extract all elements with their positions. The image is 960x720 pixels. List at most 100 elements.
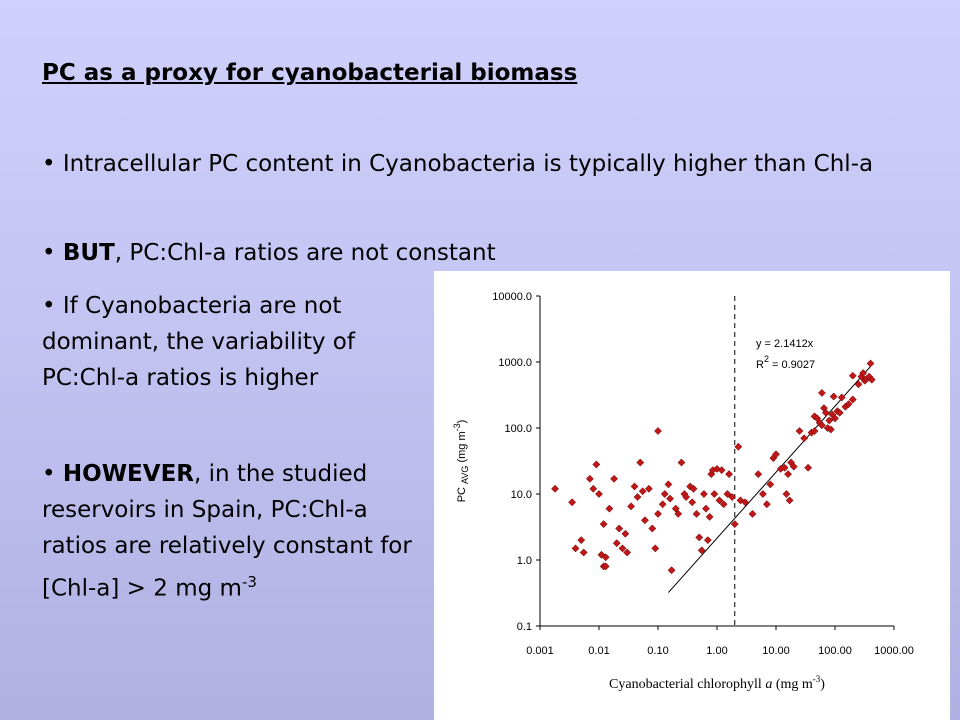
data-point bbox=[621, 529, 630, 538]
bullet-emphasis: BUT bbox=[62, 240, 115, 266]
data-point bbox=[648, 524, 657, 533]
data-point bbox=[595, 490, 603, 498]
data-point bbox=[601, 553, 610, 562]
data-point bbox=[754, 470, 763, 479]
data-point bbox=[723, 490, 732, 498]
data-point bbox=[826, 425, 835, 434]
data-point bbox=[837, 393, 846, 402]
data-point bbox=[825, 416, 834, 425]
y-tick-label: 10000.0 bbox=[492, 291, 532, 303]
data-point bbox=[592, 460, 601, 469]
x-tick-label: 1.00 bbox=[706, 645, 727, 657]
bullet-marker: • bbox=[42, 240, 56, 266]
r2-label: R2 = 0.9027 bbox=[756, 354, 815, 371]
x-tick-label: 0.10 bbox=[647, 645, 668, 657]
data-point bbox=[654, 509, 662, 518]
data-point bbox=[854, 380, 863, 389]
x-tick-label: 0.001 bbox=[526, 645, 554, 657]
data-point bbox=[577, 536, 586, 545]
data-point bbox=[817, 421, 826, 430]
data-point bbox=[610, 474, 619, 483]
x-tick-label: 100.00 bbox=[818, 645, 852, 657]
data-point bbox=[741, 498, 750, 507]
data-point bbox=[859, 369, 868, 378]
data-point bbox=[730, 520, 739, 529]
data-point bbox=[717, 466, 726, 475]
data-point bbox=[782, 490, 791, 498]
y-tick-label: 100.0 bbox=[504, 423, 532, 435]
data-point bbox=[667, 566, 676, 575]
data-point bbox=[772, 450, 780, 459]
data-point bbox=[636, 458, 645, 467]
data-point bbox=[848, 371, 857, 380]
data-point bbox=[725, 470, 733, 479]
data-point bbox=[844, 400, 853, 409]
data-point bbox=[780, 463, 789, 472]
data-point bbox=[695, 533, 704, 542]
data-point bbox=[579, 548, 588, 557]
data-point bbox=[599, 520, 608, 529]
regression-line bbox=[668, 366, 871, 593]
bullet-ratios-not-constant: • BUT, PC:Chl-a ratios are not constant bbox=[42, 237, 922, 269]
bullet-variability: • If Cyanobacteria are not dominant, the… bbox=[42, 288, 422, 396]
data-point bbox=[748, 509, 757, 518]
x-tick-label: 1000.00 bbox=[874, 645, 914, 657]
data-point bbox=[758, 490, 767, 498]
data-point bbox=[785, 496, 794, 505]
bullet-marker: • bbox=[42, 461, 56, 487]
data-point bbox=[682, 493, 691, 501]
bullet-marker: • bbox=[42, 293, 56, 319]
data-point bbox=[804, 463, 813, 472]
data-point bbox=[719, 500, 728, 509]
data-point bbox=[654, 427, 662, 435]
data-point bbox=[866, 359, 875, 368]
x-tick-label: 0.01 bbox=[588, 645, 609, 657]
data-point bbox=[821, 408, 830, 417]
data-point bbox=[829, 392, 838, 401]
data-point bbox=[728, 493, 737, 501]
bullet-marker: • bbox=[42, 151, 56, 177]
y-tick-label: 1000.0 bbox=[498, 357, 532, 369]
chart-panel: 0.1 1.0 10.0 100.0 1000.0 10000.0 0.001 0.01 0.1… bbox=[434, 271, 950, 720]
data-point bbox=[848, 395, 857, 404]
data-point bbox=[623, 548, 632, 557]
bullet-text: , in the studied reservoirs in Spain, PC… bbox=[42, 461, 412, 602]
bullet-text: , PC:Chl-a ratios are not constant bbox=[114, 240, 496, 266]
data-point bbox=[692, 509, 701, 518]
data-point bbox=[697, 546, 706, 555]
bullet-emphasis: HOWEVER bbox=[62, 461, 194, 487]
data-point bbox=[688, 498, 697, 507]
data-point bbox=[638, 487, 647, 496]
data-point bbox=[671, 504, 680, 513]
data-point bbox=[644, 484, 653, 493]
data-point bbox=[867, 375, 876, 384]
data-point bbox=[551, 484, 560, 493]
data-point bbox=[677, 458, 686, 467]
data-point bbox=[835, 408, 844, 417]
data-point bbox=[651, 544, 660, 553]
data-point bbox=[715, 496, 724, 505]
data-point bbox=[615, 524, 624, 533]
data-point bbox=[630, 482, 639, 491]
x-axis-label: Cyanobacterial chlorophyll a (mg m-3) bbox=[609, 674, 825, 692]
data-point bbox=[658, 500, 667, 509]
data-point bbox=[640, 516, 649, 525]
bullet-text: If Cyanobacteria are not dominant, the v… bbox=[42, 293, 355, 391]
y-tick-label: 10.0 bbox=[511, 489, 532, 501]
slide-title: PC as a proxy for cyanobacterial biomass bbox=[42, 60, 578, 86]
data-point bbox=[612, 539, 621, 548]
bullet-however-spain: • HOWEVER, in the studied reservoirs in … bbox=[42, 456, 422, 607]
data-point bbox=[571, 544, 580, 553]
bullet-intracellular-pc: • Intracellular PC content in Cyanobacte… bbox=[42, 148, 922, 180]
data-point bbox=[664, 480, 673, 489]
y-tick-label: 0.1 bbox=[517, 621, 532, 633]
data-point bbox=[817, 388, 826, 397]
data-point bbox=[705, 512, 714, 521]
y-tick-label: 1.0 bbox=[517, 555, 532, 567]
data-point bbox=[810, 427, 819, 435]
data-point bbox=[568, 498, 577, 507]
data-point bbox=[789, 462, 798, 471]
data-point bbox=[766, 480, 775, 489]
data-point bbox=[605, 504, 614, 513]
data-point bbox=[589, 484, 598, 493]
